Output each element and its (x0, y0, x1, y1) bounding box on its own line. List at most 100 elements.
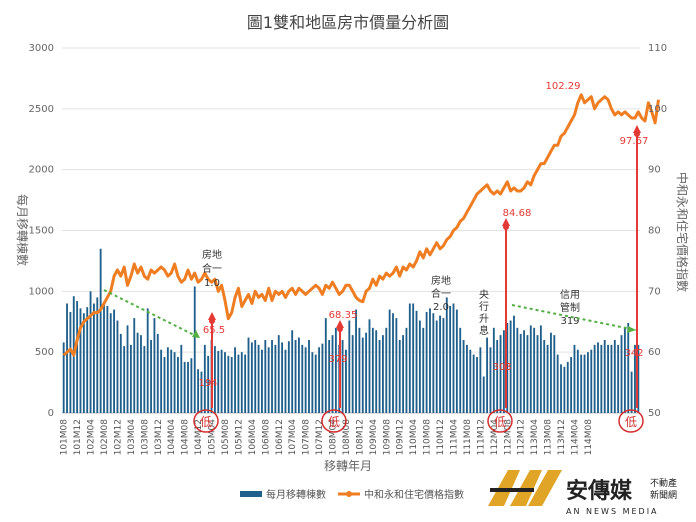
annotation-text: 信用 (560, 289, 580, 301)
bar (331, 335, 334, 413)
value-label: 65.5 (203, 325, 225, 336)
bar (166, 347, 169, 413)
right-axis-title: 中和永和住宅價格指數 (675, 172, 690, 292)
left-axis: 0 500 1000 1500 2000 2500 3000 (29, 43, 54, 419)
bar (583, 354, 586, 413)
bar (257, 344, 260, 413)
bar (361, 337, 364, 413)
bar (502, 330, 505, 413)
value-label: 97.67 (620, 136, 649, 147)
bar (140, 335, 142, 413)
bar (607, 344, 609, 413)
low-point (337, 326, 343, 332)
right-tick-label: 60 (648, 347, 661, 358)
right-tick-label: 50 (648, 408, 661, 419)
bar (244, 354, 247, 413)
annotation-text: 房地 (431, 274, 451, 287)
bar (382, 335, 384, 413)
bar (492, 327, 495, 413)
x-tick-label: 112M12 (517, 419, 527, 455)
left-tick-label: 0 (48, 408, 54, 419)
x-axis: 101M08 101M12 102M04 102M08 102M12 103M04 103M… (60, 419, 594, 456)
bar (321, 343, 324, 413)
x-tick-label: 105M12 (234, 419, 244, 455)
annotation-text: 2.0 (433, 302, 449, 313)
left-axis-title: 每月移轉棟數 (15, 194, 30, 266)
bar (227, 355, 230, 413)
bar (365, 332, 368, 413)
annotation-text: 合一 (202, 262, 222, 275)
bar (180, 344, 183, 413)
x-tick-label: 109M08 (382, 419, 392, 456)
low-circle (193, 409, 219, 433)
x-tick-label: 110M12 (436, 419, 446, 455)
annotation-text: 房地 (202, 248, 222, 261)
bar (593, 344, 596, 413)
bar (425, 312, 428, 413)
bar (345, 349, 347, 413)
bar (590, 349, 593, 413)
bar (613, 340, 616, 413)
legend-bar-swatch (240, 491, 262, 497)
bar (103, 303, 105, 413)
count-label: 303 (492, 362, 511, 373)
bar (76, 301, 79, 413)
count-label: 194 (198, 378, 217, 389)
annotation-text: 息 (479, 324, 489, 337)
bar (213, 346, 216, 413)
bar (395, 318, 398, 413)
trend-arrow (103, 289, 201, 339)
logo-stroke-3 (528, 470, 562, 506)
bar (405, 327, 408, 413)
bar (378, 340, 381, 413)
bar (234, 347, 236, 413)
left-tick-label: 500 (35, 347, 54, 358)
x-tick-label: 106M12 (275, 419, 285, 455)
bar (506, 322, 509, 413)
left-tick-label: 2000 (29, 165, 54, 176)
brand-english: AN NEWS MEDIA (566, 507, 659, 516)
bar (113, 309, 116, 413)
annotation-text: 319 (560, 316, 579, 327)
bar (560, 364, 562, 413)
bar (533, 327, 536, 413)
brand-logo: 安傳媒 不動產 新聞網 AN NEWS MEDIA (488, 470, 677, 516)
x-tick-label: 111M12 (476, 419, 486, 455)
bar (388, 309, 391, 413)
bar-series (62, 248, 640, 413)
bar (126, 325, 129, 413)
bar (66, 303, 68, 413)
bar (556, 354, 559, 413)
bar (86, 307, 89, 413)
bar (237, 354, 240, 413)
left-tick-label: 1500 (29, 226, 54, 237)
bar (183, 361, 186, 413)
bar (634, 344, 636, 413)
x-tick-label: 101M12 (73, 419, 83, 455)
legend-line-label: 中和永和住宅價格指數 (364, 488, 464, 501)
bar (224, 352, 226, 413)
bar (543, 340, 546, 413)
bar (469, 349, 472, 413)
bar (187, 361, 189, 413)
bar (197, 369, 200, 413)
chart-title: 圖1雙和地區房市價量分析圖 (247, 13, 449, 32)
x-tick-label: 112M08 (503, 419, 513, 456)
price-index-line (62, 93, 660, 357)
annotation-text: 行 (479, 300, 489, 313)
left-tick-label: 1000 (29, 286, 54, 297)
x-tick-label: 102M08 (100, 419, 110, 456)
bar (230, 357, 233, 413)
bar (217, 350, 220, 413)
low-point (503, 224, 509, 230)
bar (163, 357, 166, 413)
bar (119, 333, 122, 413)
x-tick-label: 109M04 (369, 419, 379, 456)
bar (392, 313, 394, 413)
bar (600, 344, 603, 413)
bar (200, 371, 203, 413)
bar (479, 347, 482, 413)
bar (348, 320, 351, 413)
low-circle (321, 409, 347, 433)
